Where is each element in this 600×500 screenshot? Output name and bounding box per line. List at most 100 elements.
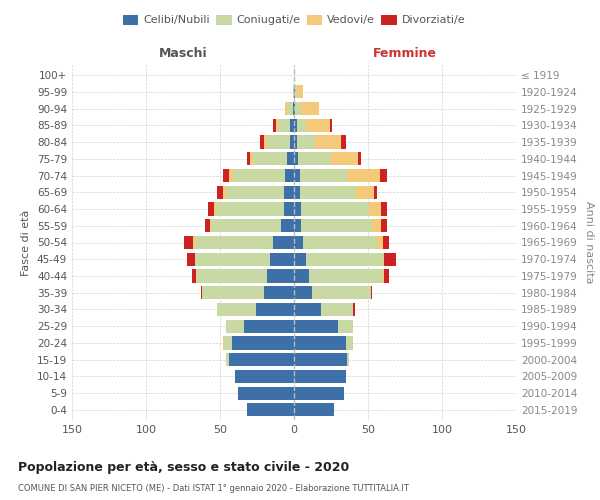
Bar <box>371 286 373 300</box>
Bar <box>320 303 353 316</box>
Bar <box>374 186 377 199</box>
Bar <box>284 186 294 199</box>
Bar <box>268 136 290 148</box>
Bar <box>294 370 346 383</box>
Bar <box>294 169 300 182</box>
Bar <box>260 136 265 148</box>
Bar <box>370 202 382 215</box>
Bar <box>294 236 303 249</box>
Bar <box>303 236 377 249</box>
Bar <box>297 136 315 148</box>
Bar <box>192 270 196 282</box>
Bar <box>293 102 294 115</box>
Bar <box>380 169 387 182</box>
Bar <box>226 186 284 199</box>
Bar <box>315 136 341 148</box>
Bar <box>293 86 294 98</box>
Bar <box>297 86 303 98</box>
Bar <box>268 270 294 282</box>
Bar <box>285 102 287 115</box>
Bar <box>229 169 233 182</box>
Bar <box>253 152 287 166</box>
Bar <box>294 303 320 316</box>
Bar <box>202 286 265 300</box>
Bar <box>294 202 301 215</box>
Bar <box>195 252 271 266</box>
Bar <box>187 252 195 266</box>
Bar <box>306 252 383 266</box>
Bar <box>382 219 387 232</box>
Bar <box>382 202 387 215</box>
Bar <box>294 336 346 349</box>
Bar <box>294 86 295 98</box>
Bar <box>338 320 353 333</box>
Bar <box>294 152 298 166</box>
Bar <box>373 219 382 232</box>
Bar <box>294 353 347 366</box>
Bar <box>195 236 273 249</box>
Bar <box>295 102 301 115</box>
Bar <box>201 286 202 300</box>
Bar <box>358 152 361 166</box>
Bar <box>309 270 383 282</box>
Bar <box>285 169 294 182</box>
Bar <box>247 152 250 166</box>
Bar <box>290 119 294 132</box>
Bar <box>265 136 268 148</box>
Bar <box>211 219 281 232</box>
Text: Maschi: Maschi <box>158 47 208 60</box>
Bar <box>295 86 297 98</box>
Bar <box>294 320 338 333</box>
Bar <box>276 119 278 132</box>
Text: COMUNE DI SAN PIER NICETO (ME) - Dati ISTAT 1° gennaio 2020 - Elaborazione TUTTI: COMUNE DI SAN PIER NICETO (ME) - Dati IS… <box>18 484 409 493</box>
Bar <box>223 186 226 199</box>
Bar <box>256 303 294 316</box>
Bar <box>233 169 285 182</box>
Bar <box>383 252 384 266</box>
Bar <box>300 169 347 182</box>
Legend: Celibi/Nubili, Coniugati/e, Vedovi/e, Divorziati/e: Celibi/Nubili, Coniugati/e, Vedovi/e, Di… <box>118 10 470 30</box>
Bar <box>287 152 294 166</box>
Bar <box>214 202 215 215</box>
Bar <box>384 252 396 266</box>
Bar <box>226 320 244 333</box>
Bar <box>217 303 256 316</box>
Bar <box>205 219 209 232</box>
Bar <box>273 119 276 132</box>
Bar <box>329 119 332 132</box>
Bar <box>247 404 294 416</box>
Bar <box>377 236 383 249</box>
Text: Femmine: Femmine <box>373 47 437 60</box>
Bar <box>215 202 284 215</box>
Bar <box>312 286 371 300</box>
Bar <box>331 152 358 166</box>
Bar <box>238 386 294 400</box>
Bar <box>297 119 306 132</box>
Bar <box>244 320 294 333</box>
Bar <box>278 119 290 132</box>
Bar <box>294 119 297 132</box>
Bar <box>383 236 389 249</box>
Bar <box>294 102 295 115</box>
Text: Popolazione per età, sesso e stato civile - 2020: Popolazione per età, sesso e stato civil… <box>18 461 349 474</box>
Bar <box>294 386 344 400</box>
Bar <box>287 102 293 115</box>
Bar <box>383 270 384 282</box>
Bar <box>301 202 370 215</box>
Bar <box>301 219 373 232</box>
Bar <box>294 404 334 416</box>
Bar <box>353 303 355 316</box>
Bar <box>209 219 211 232</box>
Y-axis label: Fasce di età: Fasce di età <box>22 210 31 276</box>
Bar <box>229 353 294 366</box>
Bar <box>265 286 294 300</box>
Bar <box>301 102 319 115</box>
Bar <box>193 236 195 249</box>
Bar <box>356 186 374 199</box>
Bar <box>271 252 294 266</box>
Bar <box>273 236 294 249</box>
Bar <box>384 270 389 282</box>
Bar <box>217 186 223 199</box>
Bar <box>294 219 301 232</box>
Bar <box>250 152 253 166</box>
